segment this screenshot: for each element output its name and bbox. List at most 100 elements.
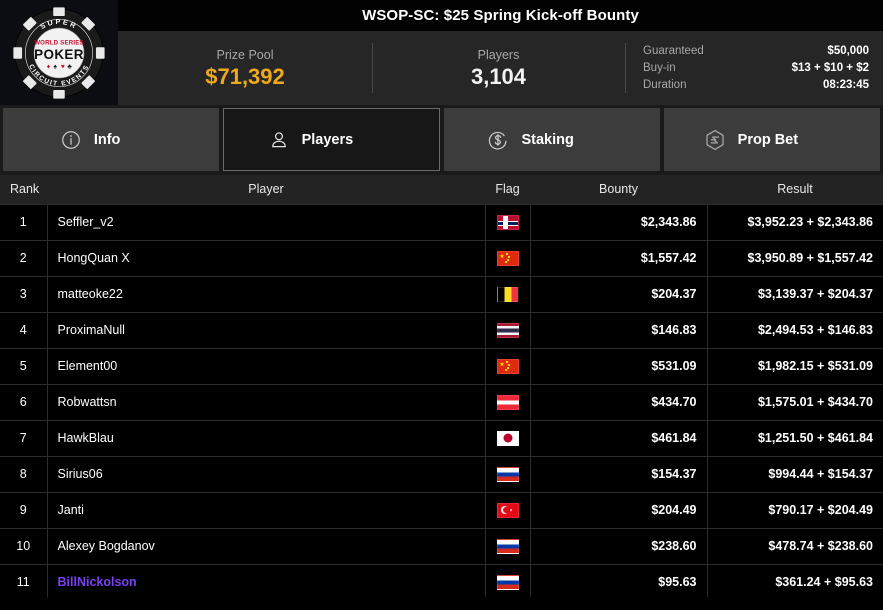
player-name: Robwattsn: [57, 395, 117, 409]
column-header-flag[interactable]: Flag: [485, 175, 530, 204]
cell-rank: 7: [0, 419, 48, 456]
cell-result: $1,575.01 + $434.70: [707, 383, 883, 420]
cell-bounty: $461.84: [530, 419, 708, 456]
flag-russia-icon: [496, 466, 519, 482]
flag-russia-icon: [496, 574, 519, 590]
tab-info[interactable]: Info: [3, 108, 220, 171]
cell-player[interactable]: HongQuan X: [47, 239, 486, 276]
cell-player[interactable]: Seffler_v2: [47, 203, 486, 240]
cell-flag: [485, 419, 531, 456]
flag-norway-icon: [496, 214, 519, 230]
detail-buyin-value: $13 + $10 + $2: [791, 61, 869, 74]
cell-player[interactable]: Sirius06: [47, 455, 486, 492]
tab-prop-bet-label: Prop Bet: [737, 131, 799, 148]
flag-turkey-icon: [496, 502, 519, 518]
header-main: WSOP-SC: $25 Spring Kick-off Bounty Priz…: [118, 0, 883, 105]
cell-bounty: $1,557.42: [530, 239, 708, 276]
cell-rank: 6: [0, 383, 48, 420]
cell-player[interactable]: HawkBlau: [47, 419, 486, 456]
table-body: 1 Seffler_v2 $2,343.86 $3,952.23 + $2,343.8…: [0, 203, 883, 597]
cell-flag: [485, 239, 531, 276]
player-name: Element00: [57, 359, 118, 373]
cell-bounty: $204.49: [530, 491, 708, 528]
players-table: Rank Player Flag Bounty Result 1 Seffler_…: [0, 175, 883, 597]
tournament-details: Guaranteed $50,000 Buy-in $13 + $10 + $2…: [625, 31, 883, 105]
players-label: Players: [477, 48, 520, 62]
player-name: Alexey Bogdanov: [57, 539, 155, 553]
cell-rank: 3: [0, 275, 48, 312]
cell-result: $3,139.37 + $204.37: [707, 275, 883, 312]
cell-result: $790.17 + $204.49: [707, 491, 883, 528]
column-header-result[interactable]: Result: [707, 175, 883, 204]
prize-pool-label: Prize Pool: [216, 48, 274, 62]
cell-player[interactable]: BillNickolson: [47, 563, 486, 597]
table-row[interactable]: 8 Sirius06 $154.37 $994.44 + $154.37: [0, 455, 883, 492]
tab-info-label: Info: [93, 131, 121, 148]
prize-pool-stat: Prize Pool $71,392: [118, 31, 372, 105]
cell-bounty: $434.70: [530, 383, 708, 420]
detail-guaranteed-value: $50,000: [827, 44, 869, 57]
cell-result: $361.24 + $95.63: [707, 563, 883, 597]
svg-text:♦: ♦: [47, 63, 51, 70]
flag-austria-icon: [496, 394, 519, 410]
cell-player[interactable]: matteoke22: [47, 275, 486, 312]
table-header-row: Rank Player Flag Bounty Result: [0, 175, 883, 204]
poker-chip-icon: SUPER CIRCUIT EVENTS WORLD SERIES POKER …: [13, 6, 105, 99]
column-header-rank[interactable]: Rank: [0, 175, 47, 204]
tab-players-label: Players: [301, 131, 354, 148]
prize-pool-value: $71,392: [205, 64, 285, 89]
detail-duration-value: 08:23:45: [822, 78, 869, 91]
cell-result: $1,251.50 + $461.84: [707, 419, 883, 456]
cell-result: $2,494.53 + $146.83: [707, 311, 883, 348]
cell-player[interactable]: ProximaNull: [47, 311, 486, 348]
tab-prop-bet[interactable]: Prop Bet: [663, 108, 880, 171]
cell-flag: [485, 491, 531, 528]
detail-buyin: Buy-in $13 + $10 + $2: [643, 61, 869, 76]
cell-result: $3,952.23 + $2,343.86: [707, 203, 883, 240]
column-header-player[interactable]: Player: [47, 175, 485, 204]
players-table-container[interactable]: Rank Player Flag Bounty Result 1 Seffler_…: [0, 175, 883, 597]
table-row[interactable]: 1 Seffler_v2 $2,343.86 $3,952.23 + $2,343.8…: [0, 203, 883, 240]
tab-staking-label: Staking: [521, 131, 574, 148]
table-row[interactable]: 9 Janti $204.49 $790.17 + $204.49: [0, 491, 883, 528]
cell-player[interactable]: Element00: [47, 347, 486, 384]
flag-thailand-icon: [496, 322, 519, 338]
table-row[interactable]: 6 Robwattsn $434.70 $1,575.01 + $434.70: [0, 383, 883, 420]
cell-player[interactable]: Alexey Bogdanov: [47, 527, 486, 564]
cell-rank: 8: [0, 455, 48, 492]
tab-players[interactable]: Players: [223, 108, 440, 171]
cell-rank: 2: [0, 239, 48, 276]
table-row[interactable]: 10 Alexey Bogdanov $238.60 $478.74 + $238.6…: [0, 527, 883, 564]
cell-result: $1,982.15 + $531.09: [707, 347, 883, 384]
cell-player[interactable]: Janti: [47, 491, 486, 528]
table-row[interactable]: 5 Element00 $531.09 $1,982.15 + $531.09: [0, 347, 883, 384]
cell-flag: [485, 383, 531, 420]
cell-result: $994.44 + $154.37: [707, 455, 883, 492]
cell-flag: [485, 455, 531, 492]
player-name: Janti: [57, 503, 84, 517]
flag-russia-icon: [496, 538, 519, 554]
column-header-bounty[interactable]: Bounty: [530, 175, 707, 204]
dollar-circle-icon: [485, 127, 511, 153]
table-row[interactable]: 4 ProximaNull $146.83 $2,494.53 + $146.83: [0, 311, 883, 348]
detail-duration-label: Duration: [643, 78, 687, 91]
table-row[interactable]: 3 matteoke22 $204.37 $3,139.37 + $204.37: [0, 275, 883, 312]
cell-rank: 5: [0, 347, 48, 384]
svg-text:♣: ♣: [67, 63, 72, 70]
cell-bounty: $95.63: [530, 563, 708, 597]
player-name: matteoke22: [57, 287, 123, 301]
table-row[interactable]: 2 HongQuan X $1,557.42 $3,950.89 + $1,557.4…: [0, 239, 883, 276]
tab-staking[interactable]: Staking: [443, 108, 660, 171]
table-row[interactable]: 7 HawkBlau $461.84 $1,251.50 + $461.84: [0, 419, 883, 456]
info-circle-icon: [58, 127, 84, 153]
cell-rank: 11: [0, 563, 48, 597]
hexagon-swap-icon: [702, 127, 728, 153]
cell-bounty: $154.37: [530, 455, 708, 492]
cell-player[interactable]: Robwattsn: [47, 383, 486, 420]
tab-bar: Info Players Staking: [0, 105, 883, 175]
detail-duration: Duration 08:23:45: [643, 78, 869, 93]
player-name: Seffler_v2: [57, 215, 114, 229]
table-row[interactable]: 11 BillNickolson $95.63 $361.24 + $95.63: [0, 563, 883, 597]
tournament-header: SUPER CIRCUIT EVENTS WORLD SERIES POKER …: [0, 0, 883, 105]
